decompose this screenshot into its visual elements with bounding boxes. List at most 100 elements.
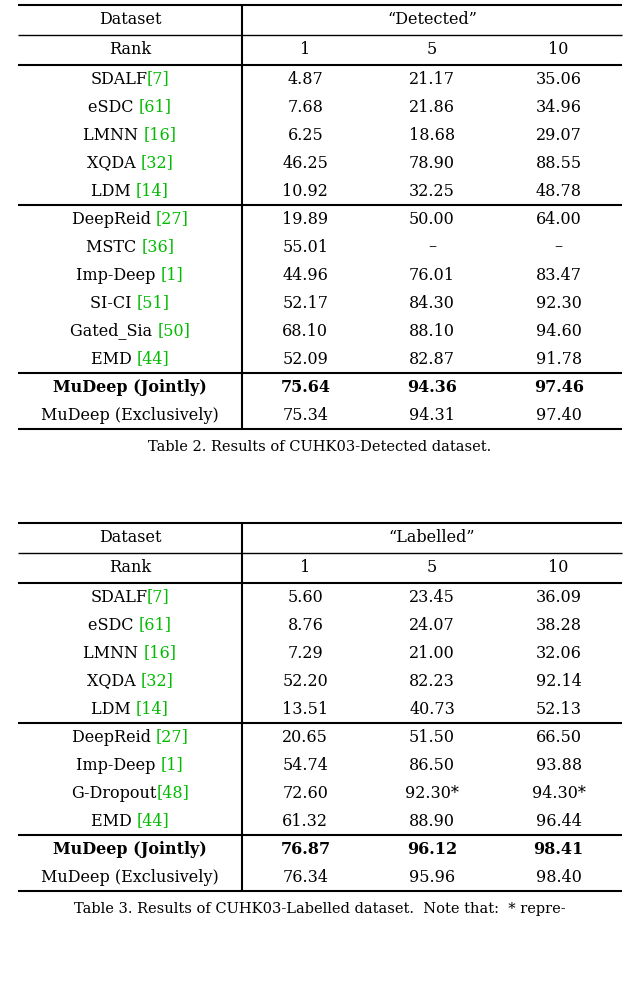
Text: 84.30: 84.30: [409, 295, 455, 312]
Text: –: –: [555, 239, 563, 256]
Text: EMD: EMD: [91, 812, 136, 829]
Text: [44]: [44]: [136, 351, 170, 368]
Text: 86.50: 86.50: [409, 756, 455, 773]
Text: [16]: [16]: [143, 644, 177, 661]
Text: 64.00: 64.00: [536, 211, 582, 228]
Text: 8.76: 8.76: [287, 616, 323, 633]
Text: 10: 10: [548, 559, 569, 576]
Text: 92.30*: 92.30*: [405, 784, 459, 801]
Text: [7]: [7]: [147, 588, 170, 605]
Text: 34.96: 34.96: [536, 99, 582, 116]
Text: 5.60: 5.60: [287, 588, 323, 605]
Text: SDALF: SDALF: [90, 71, 147, 88]
Text: MuDeep (Exclusively): MuDeep (Exclusively): [41, 407, 219, 424]
Text: LDM: LDM: [91, 700, 136, 717]
Text: MuDeep (Exclusively): MuDeep (Exclusively): [41, 868, 219, 885]
Text: 92.30: 92.30: [536, 295, 582, 312]
Text: 88.55: 88.55: [536, 155, 582, 172]
Text: Imp-Deep: Imp-Deep: [76, 267, 161, 284]
Text: 75.64: 75.64: [280, 379, 330, 396]
Text: 83.47: 83.47: [536, 267, 582, 284]
Text: [36]: [36]: [141, 239, 174, 256]
Text: XQDA: XQDA: [86, 672, 140, 689]
Text: 61.32: 61.32: [282, 812, 328, 829]
Text: 91.78: 91.78: [536, 351, 582, 368]
Text: [16]: [16]: [143, 127, 177, 144]
Text: 72.60: 72.60: [282, 784, 328, 801]
Text: 51.50: 51.50: [409, 728, 455, 745]
Text: 32.06: 32.06: [536, 644, 582, 661]
Text: MuDeep (Jointly): MuDeep (Jointly): [53, 840, 207, 857]
Text: 5: 5: [427, 42, 437, 59]
Text: 88.10: 88.10: [409, 323, 455, 340]
Text: 6.25: 6.25: [287, 127, 323, 144]
Text: [14]: [14]: [136, 700, 169, 717]
Text: Imp-Deep: Imp-Deep: [76, 756, 161, 773]
Text: 4.87: 4.87: [287, 71, 323, 88]
Text: 52.20: 52.20: [282, 672, 328, 689]
Text: 54.74: 54.74: [282, 756, 328, 773]
Text: 88.90: 88.90: [409, 812, 455, 829]
Text: LMNN: LMNN: [83, 644, 143, 661]
Text: “Labelled”: “Labelled”: [388, 529, 476, 546]
Text: LDM: LDM: [91, 183, 136, 200]
Text: 19.89: 19.89: [282, 211, 328, 228]
Text: [1]: [1]: [161, 267, 184, 284]
Text: 94.30*: 94.30*: [532, 784, 586, 801]
Text: 38.28: 38.28: [536, 616, 582, 633]
Text: 97.40: 97.40: [536, 407, 582, 424]
Text: 76.01: 76.01: [409, 267, 455, 284]
Text: 13.51: 13.51: [282, 700, 328, 717]
Text: 95.96: 95.96: [409, 868, 455, 885]
Text: SDALF: SDALF: [90, 588, 147, 605]
Text: EMD: EMD: [91, 351, 136, 368]
Text: [48]: [48]: [156, 784, 189, 801]
Text: 94.31: 94.31: [409, 407, 455, 424]
Text: Gated_Sia: Gated_Sia: [70, 323, 157, 340]
Text: 52.13: 52.13: [536, 700, 582, 717]
Text: 48.78: 48.78: [536, 183, 582, 200]
Text: [27]: [27]: [156, 211, 189, 228]
Text: 76.34: 76.34: [282, 868, 328, 885]
Text: 10: 10: [548, 42, 569, 59]
Text: 55.01: 55.01: [282, 239, 328, 256]
Text: 18.68: 18.68: [409, 127, 455, 144]
Text: “Detected”: “Detected”: [387, 12, 477, 29]
Text: 35.06: 35.06: [536, 71, 582, 88]
Text: 40.73: 40.73: [409, 700, 455, 717]
Text: 94.60: 94.60: [536, 323, 582, 340]
Text: 50.00: 50.00: [409, 211, 455, 228]
Text: 93.88: 93.88: [536, 756, 582, 773]
Text: DeepReid: DeepReid: [72, 728, 156, 745]
Text: 97.46: 97.46: [534, 379, 584, 396]
Text: 44.96: 44.96: [282, 267, 328, 284]
Text: –: –: [428, 239, 436, 256]
Text: 7.68: 7.68: [287, 99, 323, 116]
Text: 21.86: 21.86: [409, 99, 455, 116]
Text: 21.17: 21.17: [409, 71, 455, 88]
Text: Rank: Rank: [109, 42, 151, 59]
Text: 82.87: 82.87: [409, 351, 455, 368]
Text: LMNN: LMNN: [83, 127, 143, 144]
Text: SI-CI: SI-CI: [90, 295, 137, 312]
Text: Rank: Rank: [109, 559, 151, 576]
Text: 66.50: 66.50: [536, 728, 582, 745]
Text: [61]: [61]: [139, 616, 172, 633]
Text: 29.07: 29.07: [536, 127, 582, 144]
Text: [32]: [32]: [140, 155, 173, 172]
Text: eSDC: eSDC: [88, 616, 139, 633]
Text: [44]: [44]: [136, 812, 170, 829]
Text: 78.90: 78.90: [409, 155, 455, 172]
Text: G-Dropout: G-Dropout: [71, 784, 156, 801]
Text: [50]: [50]: [157, 323, 190, 340]
Text: [7]: [7]: [147, 71, 170, 88]
Text: [32]: [32]: [140, 672, 173, 689]
Text: 46.25: 46.25: [282, 155, 328, 172]
Text: 92.14: 92.14: [536, 672, 582, 689]
Text: 23.45: 23.45: [409, 588, 455, 605]
Text: 52.17: 52.17: [282, 295, 328, 312]
Text: MuDeep (Jointly): MuDeep (Jointly): [53, 379, 207, 396]
Text: 24.07: 24.07: [409, 616, 455, 633]
Text: DeepReid: DeepReid: [72, 211, 156, 228]
Text: 75.34: 75.34: [282, 407, 328, 424]
